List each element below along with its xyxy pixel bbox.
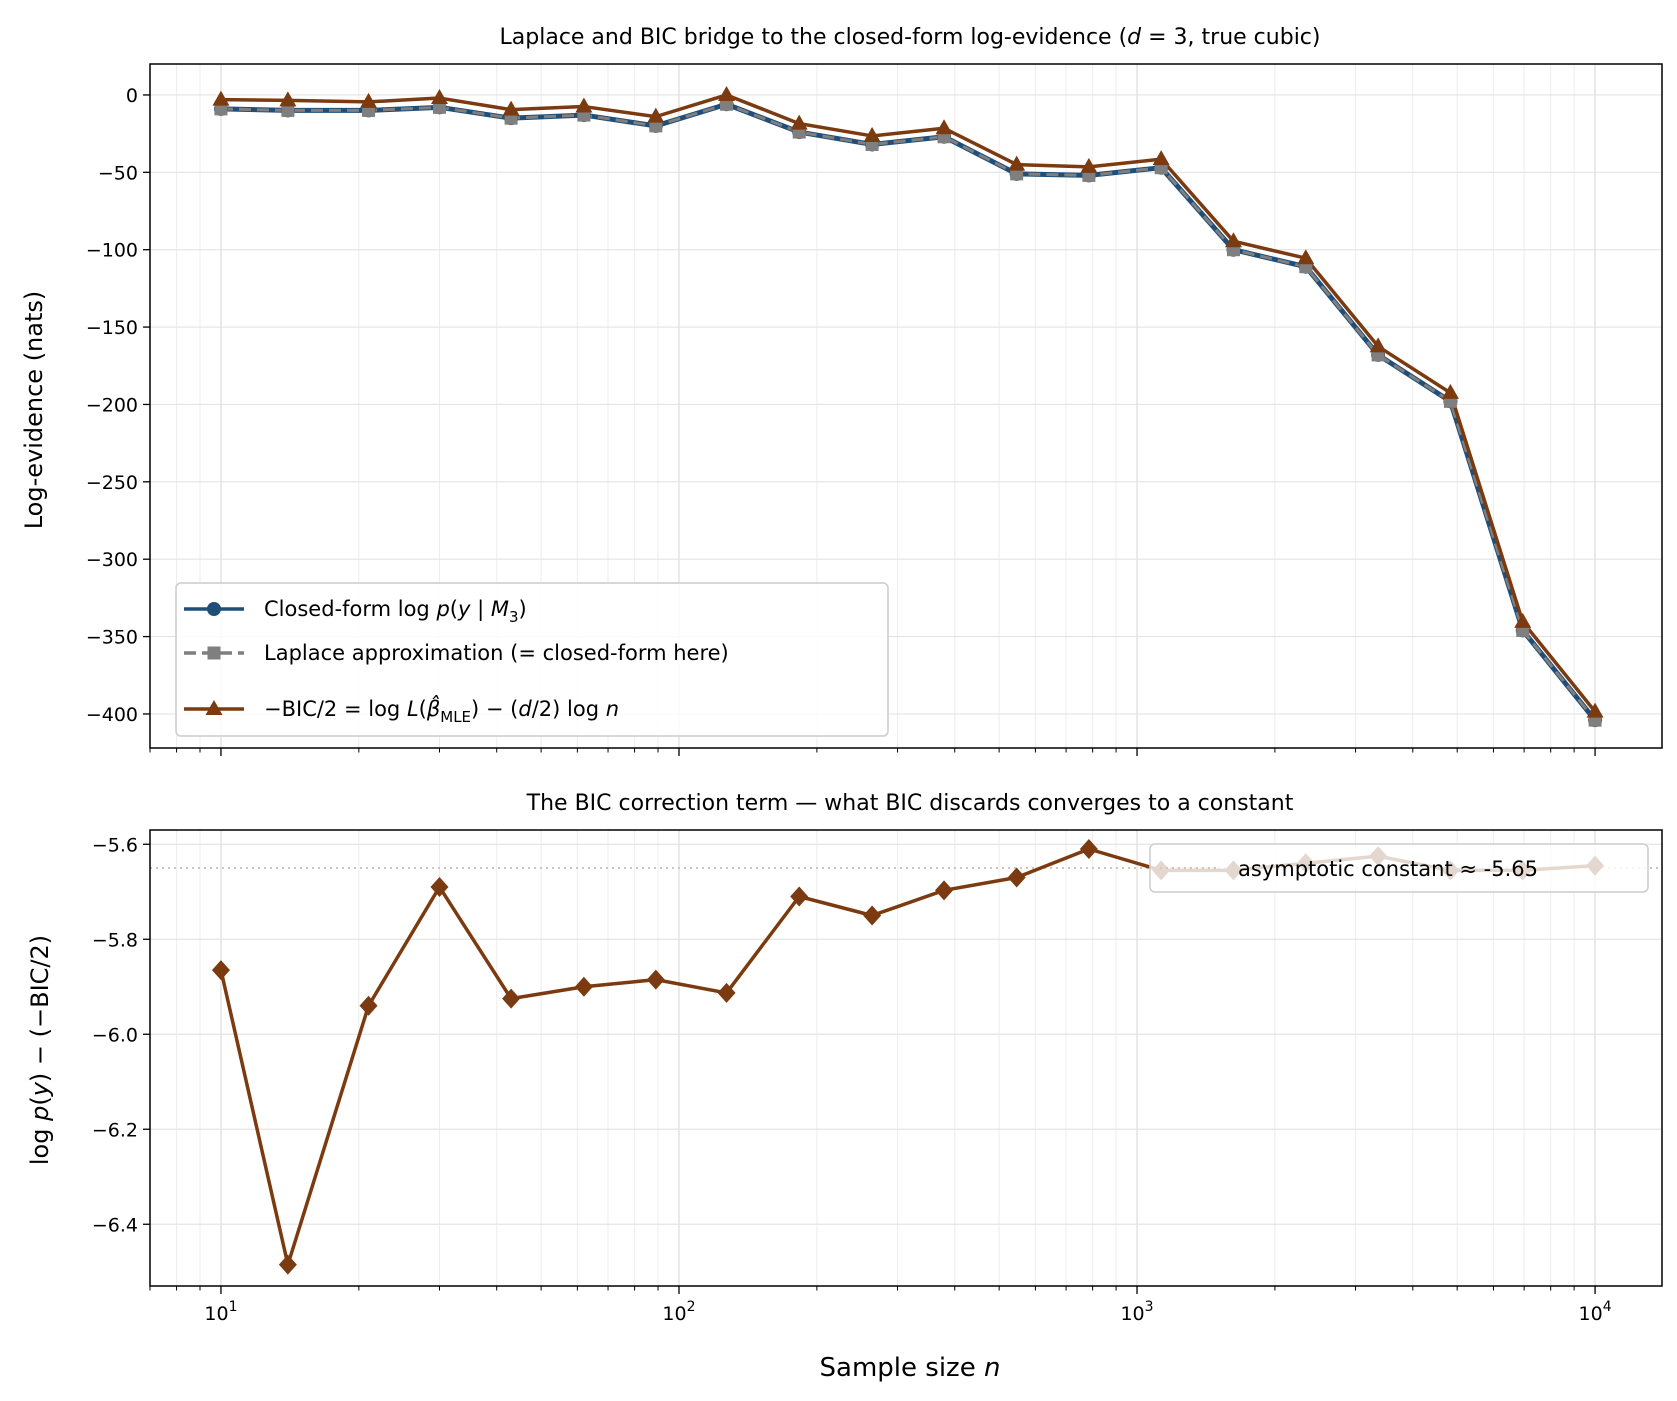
- top-series-1-point: [649, 119, 663, 133]
- top-axes-frame: [149, 63, 1663, 749]
- bottom-legend-label: asymptotic constant ≈ -5.65: [1238, 857, 1538, 881]
- bottom-series-0-line: [219, 847, 1596, 1267]
- top-chart-panel: Laplace and BIC bridge to the closed-for…: [20, 25, 1663, 756]
- top-chart-title: Laplace and BIC bridge to the closed-for…: [500, 25, 1321, 50]
- bottom-x-tick-label: 103: [1120, 1299, 1153, 1325]
- top-series-2-point: [360, 92, 378, 108]
- top-series-2-point: [1586, 702, 1604, 718]
- top-y-axis-label: Log-evidence (nats): [20, 291, 48, 530]
- top-series-2-point: [863, 126, 881, 142]
- bottom-y-axis-label: log p(y) − (−BIC/2): [26, 935, 54, 1165]
- top-series-2-point: [1008, 155, 1026, 171]
- top-series-2-point: [1224, 232, 1242, 248]
- top-y-tick-label: −100: [86, 240, 138, 262]
- legend-marker-0: [207, 602, 221, 616]
- bottom-series-0-point: [278, 1254, 297, 1275]
- bottom-x-tick-label: 104: [1579, 1299, 1612, 1325]
- bottom-legend-box: [1149, 843, 1649, 893]
- bottom-x-tick-label: 102: [662, 1299, 695, 1325]
- legend-label-1: Laplace approximation (= closed-form her…: [264, 641, 729, 665]
- bottom-axes-frame: [149, 829, 1663, 1287]
- bottom-series-0-point: [863, 905, 882, 926]
- top-series-2-point: [1297, 249, 1315, 265]
- legend-label-2: −BIC/2 = log L(β̂MLE) − (d/2) log n: [264, 695, 619, 726]
- top-series-1-point: [432, 100, 446, 114]
- bottom-series-0-point: [790, 886, 809, 907]
- bottom-y-tick-label: −6.0: [92, 1024, 138, 1046]
- top-series-2-point: [935, 119, 953, 135]
- top-legend-box: [175, 582, 889, 737]
- bottom-series-0-point: [574, 976, 593, 997]
- top-y-tick-label: −400: [86, 704, 138, 726]
- top-y-tick-label: 0: [126, 85, 138, 107]
- top-series-0-line: [220, 101, 1598, 722]
- bottom-series-0-point: [211, 960, 230, 981]
- bottom-series-0-point: [502, 988, 521, 1009]
- bottom-series-0-point: [646, 969, 665, 990]
- legend-marker-1: [207, 646, 221, 660]
- top-legend: Closed-form log p(y | M3) Laplace approxi…: [175, 582, 889, 737]
- top-series-2-point: [575, 97, 593, 113]
- bottom-series-0-point: [935, 880, 954, 901]
- top-series-2-point: [279, 91, 297, 107]
- bottom-series-0-point: [430, 877, 449, 897]
- top-series-2-point: [1080, 157, 1098, 173]
- top-series-2-point: [1152, 150, 1170, 166]
- top-series-2-point: [718, 85, 736, 101]
- top-series-1-point: [214, 102, 228, 116]
- bottom-grid: [149, 830, 1662, 1286]
- bottom-series-0-point: [1007, 867, 1026, 888]
- legend-label-0: Closed-form log p(y | M3): [264, 597, 527, 626]
- top-series-1-point: [720, 97, 734, 111]
- top-y-tick-label: −250: [86, 472, 138, 494]
- top-series-2-point: [647, 107, 665, 123]
- bottom-series-0-point: [359, 995, 378, 1016]
- top-series-1-point: [1010, 167, 1024, 181]
- bottom-y-tick-label: −5.8: [92, 929, 138, 951]
- bottom-y-tick-label: −6.4: [92, 1214, 138, 1236]
- top-series-2-point: [1369, 337, 1387, 353]
- top-series-2-line: [220, 93, 1597, 713]
- top-series-2-point: [1441, 383, 1459, 399]
- top-y-tick-label: −300: [86, 549, 138, 571]
- top-series-2-point: [212, 90, 230, 106]
- bottom-legend: asymptotic constant ≈ -5.65: [1149, 843, 1649, 893]
- top-y-tick-label: −350: [86, 627, 138, 649]
- legend-marker-2: [205, 700, 223, 715]
- top-y-tick-label: −150: [86, 317, 138, 339]
- bottom-y-tick-label: −5.6: [92, 834, 138, 856]
- bottom-series-0-point: [1079, 839, 1098, 859]
- bottom-x-axis-label: Sample size n: [820, 1353, 1001, 1383]
- top-series-2-point: [430, 89, 448, 105]
- top-series-2-point: [502, 100, 520, 116]
- bottom-chart-panel: The BIC correction term — what BIC disca…: [26, 791, 1663, 1383]
- bottom-series-0-point: [717, 982, 736, 1003]
- top-series-2-point: [1514, 612, 1532, 628]
- top-y-tick-label: −50: [98, 162, 138, 184]
- top-series-1-point: [281, 103, 295, 117]
- top-y-tick-label: −200: [86, 394, 138, 416]
- top-series-2-point: [790, 114, 808, 130]
- bottom-chart-title: The BIC correction term — what BIC disca…: [526, 791, 1294, 816]
- bottom-x-tick-label: 101: [204, 1299, 237, 1325]
- bottom-y-tick-label: −6.2: [92, 1119, 138, 1141]
